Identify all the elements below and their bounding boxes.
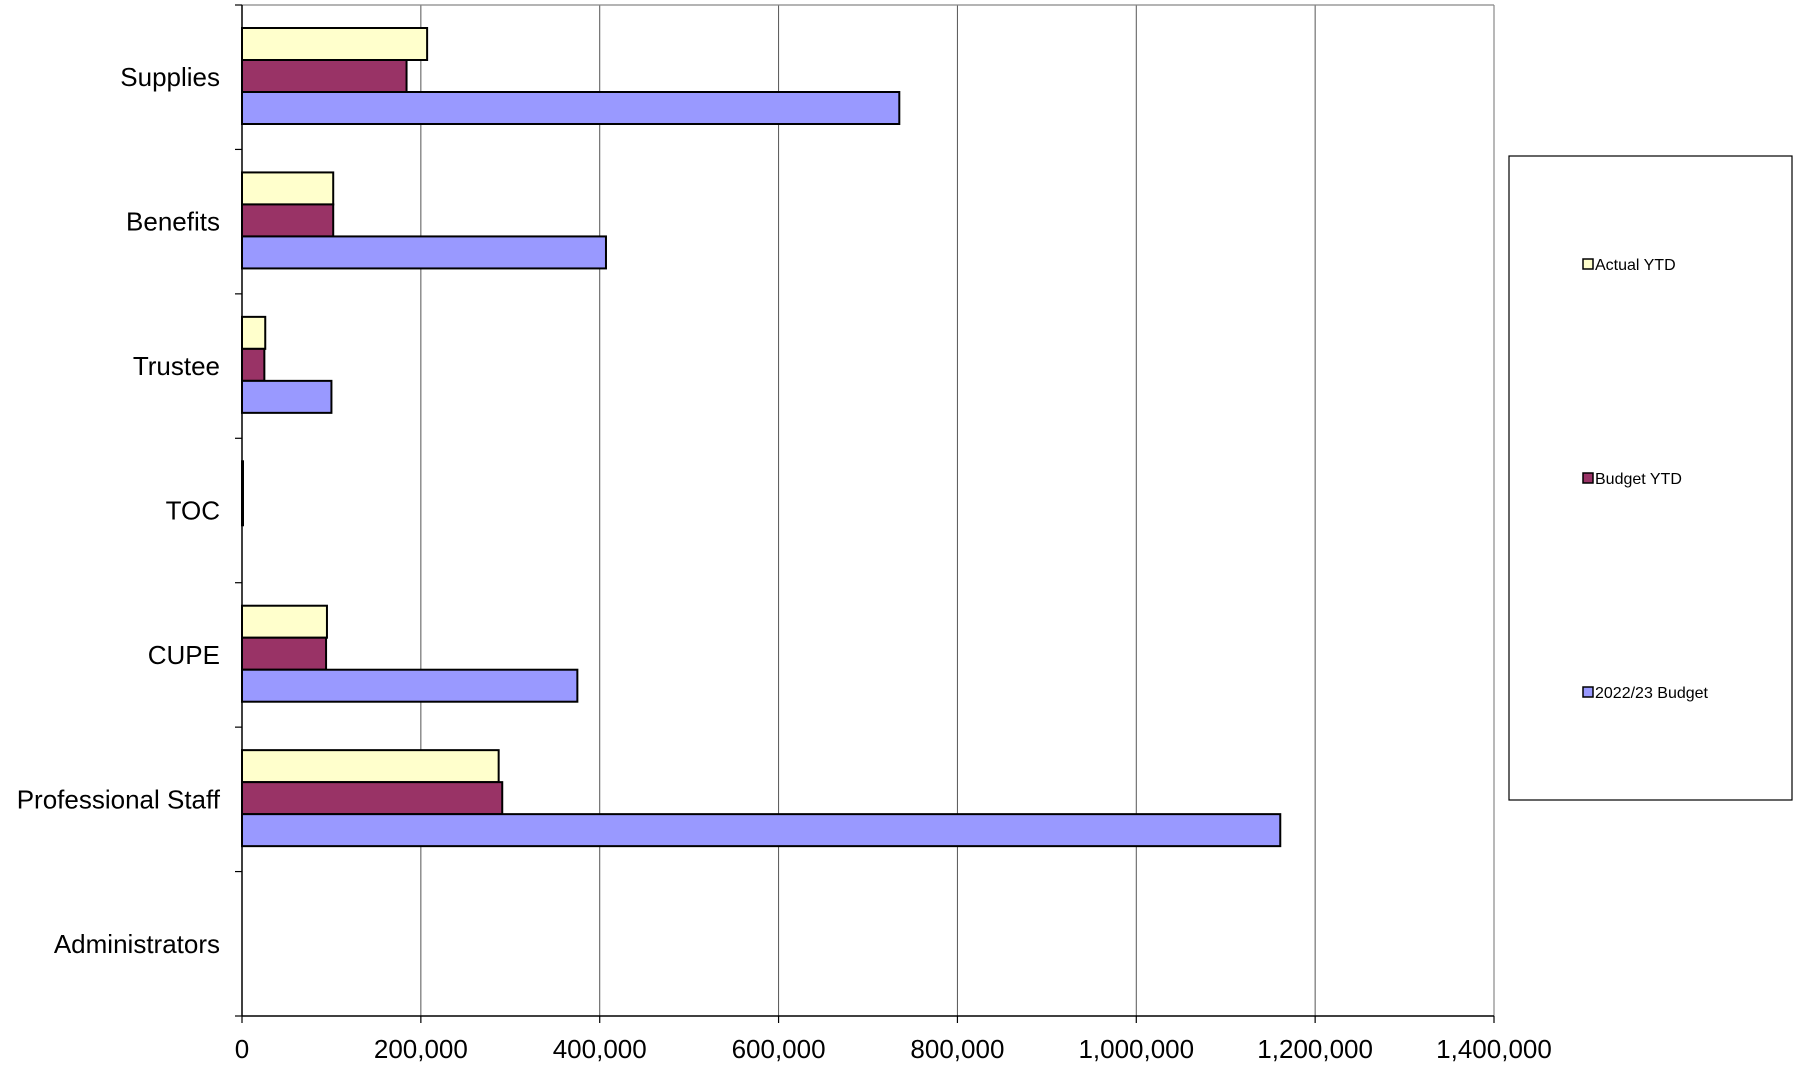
bar: [241, 781, 504, 816]
x-tick-label: 1,400,000: [1436, 1034, 1552, 1064]
x-tick-label: 400,000: [553, 1034, 647, 1064]
bar: [241, 315, 267, 350]
x-tick-label: 0: [235, 1034, 249, 1064]
x-tick-label: 1,000,000: [1078, 1034, 1194, 1064]
x-tick-label: 600,000: [732, 1034, 826, 1064]
category-label: TOC: [166, 496, 220, 526]
category-label: CUPE: [148, 640, 220, 670]
legend-swatch: [1582, 258, 1594, 270]
bar: [241, 636, 328, 671]
bar: [241, 235, 607, 270]
bar: [241, 59, 408, 93]
bar: [241, 604, 328, 639]
x-tick-label: 800,000: [910, 1034, 1004, 1064]
legend-label: 2022/23 Budget: [1595, 685, 1709, 702]
bar: [241, 749, 500, 784]
category-label: Benefits: [126, 207, 220, 237]
bar: [241, 171, 335, 206]
bar: [241, 91, 901, 125]
axes: Supplies Benefits Trustee TOC CUPE Profession…: [17, 4, 1552, 1064]
x-tick-label: 200,000: [374, 1034, 468, 1064]
bars: [241, 27, 1282, 848]
legend-swatch: [1582, 472, 1594, 484]
legend-swatch: [1582, 686, 1594, 698]
bar: [241, 203, 335, 238]
legend-label: Actual YTD: [1595, 257, 1676, 274]
category-label: Professional Staff: [17, 784, 221, 814]
legend: Actual YTD Budget YTD 2022/23 Budget: [1508, 155, 1793, 801]
legend-label: Budget YTD: [1595, 471, 1682, 488]
category-label: Supplies: [120, 62, 220, 92]
category-label: Trustee: [133, 351, 220, 381]
grid: [242, 4, 1495, 1016]
bar: [241, 813, 1282, 848]
category-label: Administrators: [54, 929, 220, 959]
bar: [241, 27, 429, 61]
x-tick-label: 1,200,000: [1257, 1034, 1373, 1064]
legend-box: [1508, 155, 1793, 801]
bar: [241, 379, 333, 414]
bar: [241, 347, 266, 382]
bar: [241, 668, 579, 703]
